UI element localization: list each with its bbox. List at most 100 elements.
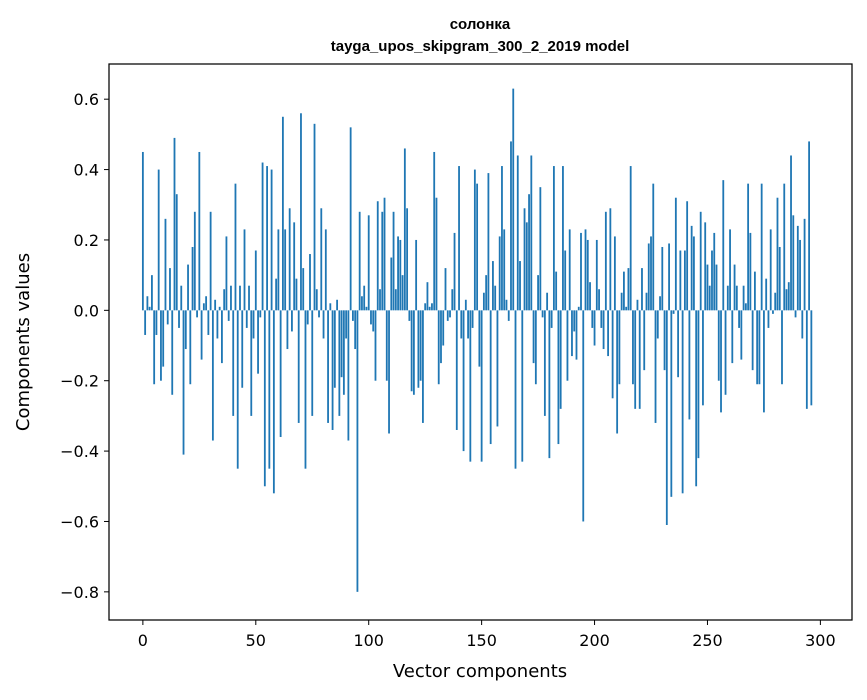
x-axis-ticks: 0 50 100 150 200 250 300 bbox=[138, 620, 836, 650]
bar-250 bbox=[706, 264, 709, 311]
bar-85 bbox=[333, 310, 336, 388]
bar-246 bbox=[697, 310, 700, 459]
bar-44 bbox=[241, 310, 244, 388]
bar-122 bbox=[417, 310, 420, 388]
bar-91 bbox=[347, 310, 350, 441]
chart-title: солонка bbox=[450, 16, 511, 33]
y-tick-label: 0.2 bbox=[74, 231, 99, 250]
bar-106 bbox=[381, 211, 384, 311]
bar-150 bbox=[480, 310, 483, 462]
bar-216 bbox=[629, 166, 632, 311]
bar-89 bbox=[342, 310, 345, 395]
bar-178 bbox=[543, 310, 546, 416]
y-tick-label: −0.6 bbox=[60, 512, 99, 531]
bar-240 bbox=[683, 250, 686, 311]
bar-50 bbox=[254, 250, 257, 311]
bar-256 bbox=[720, 310, 722, 413]
bar-11 bbox=[166, 310, 169, 325]
bar-162 bbox=[507, 310, 510, 321]
bar-252 bbox=[711, 250, 713, 311]
bar-3 bbox=[148, 306, 151, 311]
bar-166 bbox=[516, 155, 519, 311]
bar-276 bbox=[765, 278, 768, 311]
bar-190 bbox=[571, 310, 573, 357]
bar-176 bbox=[539, 187, 542, 311]
bar-86 bbox=[336, 299, 338, 311]
bar-185 bbox=[559, 310, 562, 409]
bar-164 bbox=[512, 88, 515, 311]
bar-254 bbox=[715, 264, 718, 311]
bar-41 bbox=[234, 183, 237, 311]
bar-38 bbox=[227, 310, 230, 321]
bar-74 bbox=[309, 254, 311, 311]
bar-238 bbox=[679, 250, 682, 311]
bar-21 bbox=[189, 310, 192, 385]
bar-123 bbox=[419, 310, 422, 381]
bar-214 bbox=[625, 306, 628, 311]
bar-56 bbox=[268, 310, 271, 469]
bar-180 bbox=[548, 310, 551, 459]
bar-77 bbox=[315, 289, 318, 311]
bar-25 bbox=[198, 151, 201, 311]
bar-126 bbox=[426, 282, 429, 311]
bar-101 bbox=[370, 310, 372, 325]
bar-168 bbox=[521, 310, 524, 462]
bar-95 bbox=[356, 310, 359, 592]
bar-70 bbox=[300, 113, 302, 311]
bar-262 bbox=[733, 264, 736, 311]
bar-149 bbox=[478, 310, 481, 367]
bar-96 bbox=[358, 211, 361, 311]
bar-148 bbox=[476, 183, 479, 311]
x-tick-label: 50 bbox=[246, 631, 266, 650]
bar-93 bbox=[352, 310, 354, 321]
bar-296 bbox=[810, 310, 813, 406]
bar-182 bbox=[552, 166, 555, 311]
bar-76 bbox=[313, 123, 316, 311]
bar-113 bbox=[397, 236, 399, 311]
bar-75 bbox=[311, 310, 314, 416]
bar-110 bbox=[390, 257, 393, 311]
bar-135 bbox=[446, 310, 449, 321]
bar-99 bbox=[365, 306, 368, 311]
bar-64 bbox=[286, 310, 289, 350]
bar-198 bbox=[589, 282, 591, 311]
bar-127 bbox=[428, 306, 431, 311]
bar-146 bbox=[471, 310, 474, 328]
bar-145 bbox=[469, 310, 472, 462]
bar-174 bbox=[534, 310, 537, 385]
bar-268 bbox=[747, 183, 750, 311]
bar-52 bbox=[259, 310, 262, 318]
bar-284 bbox=[783, 183, 786, 311]
bar-92 bbox=[349, 127, 352, 311]
bar-277 bbox=[767, 310, 770, 328]
bar-253 bbox=[713, 232, 716, 311]
bar-115 bbox=[401, 275, 404, 311]
bar-125 bbox=[424, 303, 427, 311]
bar-163 bbox=[510, 141, 512, 311]
bar-120 bbox=[412, 310, 415, 395]
bar-275 bbox=[763, 310, 765, 413]
bar-55 bbox=[266, 166, 268, 311]
bar-281 bbox=[776, 197, 779, 311]
bar-288 bbox=[792, 215, 795, 311]
bar-84 bbox=[331, 310, 334, 430]
bar-206 bbox=[607, 310, 609, 357]
bar-270 bbox=[751, 310, 754, 371]
bar-266 bbox=[742, 285, 745, 311]
bar-295 bbox=[808, 141, 810, 311]
bar-187 bbox=[564, 250, 567, 311]
bar-87 bbox=[338, 310, 341, 416]
bar-103 bbox=[374, 310, 377, 381]
bar-34 bbox=[218, 306, 221, 311]
bar-79 bbox=[320, 208, 323, 311]
bar-207 bbox=[609, 208, 612, 311]
bar-42 bbox=[236, 310, 239, 469]
bar-218 bbox=[634, 310, 637, 409]
bar-100 bbox=[367, 215, 370, 311]
bar-35 bbox=[221, 310, 223, 364]
bar-61 bbox=[279, 310, 282, 438]
bar-1 bbox=[144, 310, 147, 335]
bar-205 bbox=[604, 211, 607, 311]
bar-31 bbox=[211, 310, 214, 441]
bar-192 bbox=[575, 310, 578, 360]
